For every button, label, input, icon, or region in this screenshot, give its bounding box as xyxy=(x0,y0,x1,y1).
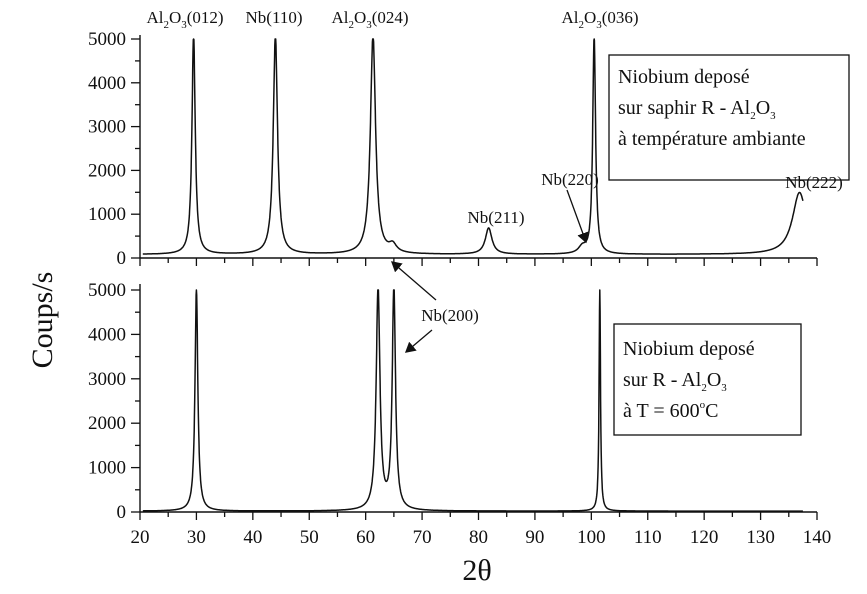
bottom-panel: 0 1000 2000 3000 4000 5000 20 30 40 50 60 70 80 90 100… xyxy=(88,261,832,548)
x-tick-label: 30 xyxy=(187,527,206,548)
x-tick-label: 90 xyxy=(525,527,544,548)
peak-label: Nb(211) xyxy=(468,208,525,227)
y-tick-label: 3000 xyxy=(88,117,126,138)
diffraction-trace xyxy=(142,38,804,255)
legend-text: sur saphir R - Al2O3 xyxy=(618,97,776,122)
x-tick-label: 110 xyxy=(634,527,662,548)
y-tick-label: 0 xyxy=(117,248,127,269)
x-tick-label: 50 xyxy=(300,527,319,548)
diffraction-trace xyxy=(142,289,804,512)
legend-text: Niobium deposé xyxy=(618,66,750,88)
peak-label: Nb(200) xyxy=(421,306,479,325)
peak-label: Nb(222) xyxy=(785,173,843,192)
y-tick-label: 4000 xyxy=(88,73,126,94)
x-tick-label: 80 xyxy=(469,527,488,548)
y-tick-label: 1000 xyxy=(88,458,126,479)
top-panel: 0 1000 2000 3000 4000 5000 Niobium deposé sur s… xyxy=(88,8,850,269)
y-tick-label: 2000 xyxy=(88,413,126,434)
y-tick-label: 4000 xyxy=(88,324,126,345)
y-tick-label: 5000 xyxy=(88,280,126,301)
y-tick-label: 2000 xyxy=(88,160,126,181)
x-axis-title: 2θ xyxy=(462,554,491,587)
peak-label: Nb(220) xyxy=(541,170,599,189)
y-axis-title: Coups/s xyxy=(26,272,59,369)
y-tick-label: 0 xyxy=(117,502,127,523)
legend-text: à T = 600oC xyxy=(623,399,719,422)
peak-label: Al2O3(024) xyxy=(331,8,408,31)
x-tick-label: 120 xyxy=(690,527,719,548)
y-tick-label: 3000 xyxy=(88,369,126,390)
x-tick-label: 70 xyxy=(413,527,432,548)
x-tick-label: 130 xyxy=(746,527,775,548)
x-tick-label: 100 xyxy=(577,527,606,548)
legend-box xyxy=(613,323,802,436)
y-tick-label: 5000 xyxy=(88,29,126,50)
legend-text: à température ambiante xyxy=(618,128,806,150)
peak-label: Al2O3(036) xyxy=(561,8,638,31)
annotation-arrow xyxy=(405,329,433,353)
annotation-arrow xyxy=(566,189,589,244)
peak-label: Al2O3(012) xyxy=(146,8,223,31)
annotation-arrow xyxy=(391,261,437,301)
x-tick-label: 40 xyxy=(243,527,262,548)
legend-text: Niobium deposé xyxy=(623,338,755,360)
x-tick-label: 140 xyxy=(803,527,832,548)
x-tick-label: 60 xyxy=(356,527,375,548)
legend-text: sur R - Al2O3 xyxy=(623,369,727,394)
y-tick-label: 1000 xyxy=(88,204,126,225)
peak-label: Nb(110) xyxy=(246,8,303,27)
x-tick-label: 20 xyxy=(131,527,150,548)
legend-box xyxy=(608,54,850,181)
